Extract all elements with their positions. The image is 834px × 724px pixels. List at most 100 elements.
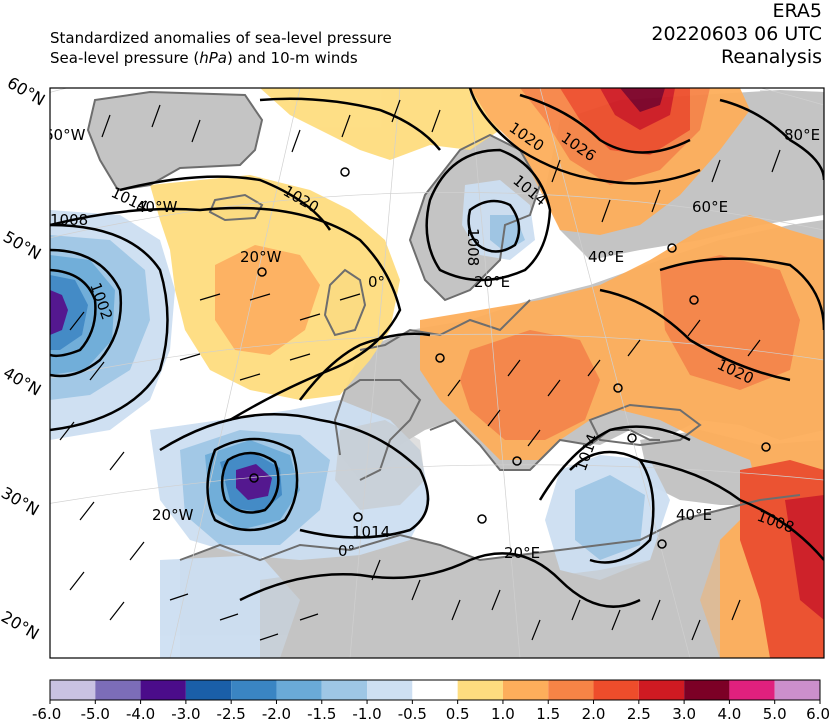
coast-scandinavia bbox=[408, 133, 542, 302]
anomaly-pos-europe-2 bbox=[460, 330, 600, 440]
colorbar-swatch bbox=[276, 680, 322, 700]
wind-barb bbox=[371, 559, 741, 641]
colorbar-swatch bbox=[367, 680, 413, 700]
lat-label-30n: 30°N bbox=[0, 483, 42, 520]
colorbar-swatch bbox=[50, 680, 96, 700]
colorbar-swatch bbox=[729, 680, 775, 700]
lon-label-20w-top: 20°W bbox=[240, 248, 282, 266]
isobar-label: 1008 bbox=[464, 228, 482, 266]
figure-info: ERA5 20220603 06 UTC Reanalysis bbox=[651, 0, 822, 69]
isobar-1020-e2 bbox=[599, 288, 791, 382]
colorbar-swatch bbox=[231, 680, 277, 700]
colorbar-swatch bbox=[185, 680, 232, 700]
calm-marker bbox=[340, 167, 350, 177]
colorbar-swatch bbox=[95, 680, 141, 700]
anomaly-shading bbox=[50, 88, 824, 658]
colorbar-swatch bbox=[412, 680, 458, 700]
grat-lat-40 bbox=[50, 333, 824, 379]
grat-lat-50 bbox=[50, 192, 824, 239]
wind-barb bbox=[101, 99, 781, 223]
isobar-africa bbox=[239, 552, 641, 608]
anomaly-pos-north bbox=[260, 88, 500, 160]
dataset-label: ERA5 bbox=[772, 0, 822, 22]
grat-lat-30 bbox=[50, 464, 824, 504]
calm-marker bbox=[353, 512, 363, 522]
colorbar-tick-label: 2.5 bbox=[627, 705, 651, 723]
lon-label-20e-bottom: 20°E bbox=[504, 544, 540, 562]
wind-barb bbox=[169, 593, 319, 641]
isobar-1014-bay bbox=[299, 332, 431, 401]
colorbar-tick-label: -1.0 bbox=[352, 705, 381, 723]
isobar-n-top bbox=[259, 97, 441, 151]
lat-label-40n: 40°N bbox=[0, 363, 44, 400]
calm-markers bbox=[249, 167, 771, 549]
anomaly-neg-west-5 bbox=[50, 290, 68, 335]
coastlines bbox=[86, 90, 801, 562]
title-unit: hPa bbox=[199, 49, 227, 67]
calm-marker bbox=[512, 456, 522, 466]
calm-marker bbox=[657, 539, 667, 549]
calm-marker bbox=[613, 383, 623, 393]
colorbar-tick-label: -3.0 bbox=[171, 705, 200, 723]
isobar-label: 1014 bbox=[352, 523, 390, 541]
land-overlay bbox=[260, 90, 824, 658]
colorbar-swatch bbox=[593, 680, 639, 700]
calm-marker bbox=[627, 433, 637, 443]
isobar-1014-scand bbox=[425, 148, 552, 282]
colorbar-tick-label: 5.0 bbox=[763, 705, 787, 723]
isobar-label: 1008 bbox=[50, 211, 88, 229]
coast-africa bbox=[179, 494, 801, 562]
isobar-1014-med bbox=[159, 413, 430, 539]
product-label: Reanalysis bbox=[721, 46, 822, 68]
coast-iceland bbox=[208, 193, 264, 222]
isobar-1008-se bbox=[639, 458, 824, 561]
wind-barb bbox=[59, 311, 145, 621]
colorbar-tick-label: -1.5 bbox=[307, 705, 336, 723]
calm-marker bbox=[667, 243, 677, 253]
map-area: 60°W 40°W 20°W 0° 20°E 40°E 60°E 80°E 20… bbox=[44, 88, 824, 658]
colorbar-swatch bbox=[502, 680, 549, 700]
isobar-1020-east bbox=[468, 88, 701, 185]
colorbar-frame bbox=[49, 679, 821, 701]
title-line-pressure: Sea-level pressure (hPa) and 10-m winds bbox=[50, 48, 392, 68]
isobar-low-iberia-2 bbox=[206, 437, 299, 532]
colorbar-swatch bbox=[548, 680, 594, 700]
colorbar-tick-label: -5.0 bbox=[81, 705, 110, 723]
isobar-1020-north bbox=[119, 175, 332, 231]
land-overlay-africa bbox=[260, 530, 720, 658]
isobar-low-west-1 bbox=[50, 248, 122, 378]
grat-lon-20e bbox=[469, 88, 521, 658]
figure-title: Standardized anomalies of sea-level pres… bbox=[50, 28, 392, 68]
colorbar-tick-label: 4.0 bbox=[717, 705, 741, 723]
lon-label-40e-top: 40°E bbox=[588, 248, 624, 266]
colorbar-swatch bbox=[774, 680, 820, 700]
colorbar-tick-label: 2.0 bbox=[582, 705, 606, 723]
calm-marker bbox=[257, 267, 267, 277]
title-line-anomalies: Standardized anomalies of sea-level pres… bbox=[50, 29, 392, 47]
colorbar-tick-label: -0.5 bbox=[398, 705, 427, 723]
lon-label-80e: 80°E bbox=[784, 126, 820, 144]
colorbar-tick-label: 3.0 bbox=[672, 705, 696, 723]
wind-barbs bbox=[59, 99, 781, 641]
lon-label-40w: 40°W bbox=[136, 198, 178, 216]
land-overlay-east bbox=[760, 90, 824, 215]
isobar-low-west-3 bbox=[50, 223, 169, 432]
isobar-1014-se bbox=[569, 450, 655, 564]
latitude-labels: 60°N 50°N 40°N 30°N 20°N bbox=[0, 73, 48, 644]
wind-barb bbox=[179, 293, 361, 381]
isobar-1014-east bbox=[538, 425, 691, 501]
colorbar-tick-label: 1.0 bbox=[491, 705, 515, 723]
colorbar-tick-label: -2.0 bbox=[262, 705, 291, 723]
grat-lon-40e bbox=[539, 88, 691, 658]
wind-barb bbox=[447, 319, 761, 447]
anomaly-pos-east bbox=[660, 255, 800, 390]
isobar-ne bbox=[719, 98, 824, 181]
isobars bbox=[50, 88, 824, 608]
colorbar-swatch bbox=[638, 680, 685, 700]
lon-label-60w: 60°W bbox=[44, 126, 86, 144]
colorbar-tick-label: -4.0 bbox=[126, 705, 155, 723]
lon-label-20w-bottom: 20°W bbox=[152, 506, 194, 524]
lat-label-60n: 60°N bbox=[4, 73, 48, 110]
colorbar-tick-label: 0.5 bbox=[446, 705, 470, 723]
